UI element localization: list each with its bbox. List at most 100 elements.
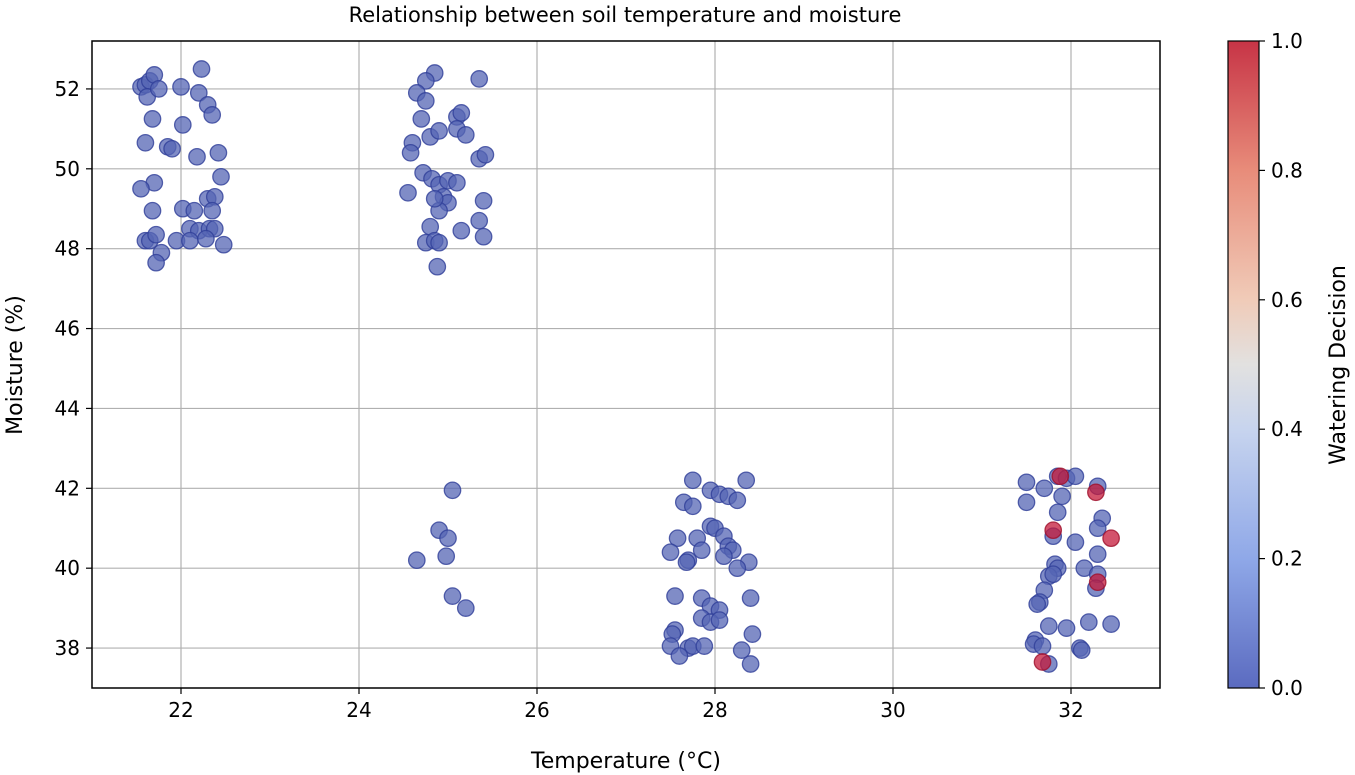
y-tick-label: 44 — [55, 396, 80, 420]
data-point — [189, 84, 208, 102]
data-point — [412, 110, 431, 128]
data-point — [143, 110, 162, 128]
data-point — [668, 529, 687, 548]
data-point — [430, 233, 448, 252]
data-point — [399, 183, 417, 202]
data-point — [452, 104, 471, 122]
x-tick-label: 30 — [880, 698, 905, 722]
data-point — [439, 529, 457, 548]
y-tick-label: 38 — [55, 636, 80, 660]
data-point — [1028, 595, 1047, 613]
data-point — [1017, 493, 1036, 512]
data-point-watered — [1044, 521, 1063, 540]
data-point — [1079, 613, 1098, 631]
y-axis: 38 40 42 44 46 48 50 52 — [55, 77, 92, 660]
data-point — [1033, 637, 1052, 655]
data-point — [147, 253, 165, 272]
data-point — [1072, 641, 1091, 659]
data-point — [149, 80, 168, 98]
data-point — [437, 547, 456, 566]
data-point — [456, 599, 475, 617]
data-point — [407, 551, 426, 570]
data-point — [741, 589, 760, 607]
data-point — [192, 60, 211, 78]
data-point — [1066, 533, 1085, 552]
x-tick-label: 32 — [1058, 698, 1083, 722]
data-point — [212, 167, 230, 186]
data-point — [416, 92, 435, 110]
y-tick-label: 42 — [55, 476, 80, 500]
data-point — [1048, 503, 1067, 522]
data-point — [452, 221, 471, 240]
data-point — [737, 471, 756, 490]
data-point — [1088, 545, 1107, 564]
data-point — [670, 647, 689, 665]
data-point — [1057, 619, 1076, 637]
data-point — [456, 126, 475, 144]
data-point — [443, 481, 462, 500]
data-point — [185, 201, 204, 220]
data-point — [1102, 615, 1120, 633]
data-point — [474, 191, 493, 210]
data-point — [728, 559, 747, 578]
x-axis: 22 24 26 28 30 32 — [168, 688, 1084, 722]
y-tick-label: 52 — [55, 77, 80, 101]
data-point — [470, 211, 489, 230]
data-point — [428, 257, 447, 276]
data-point — [401, 143, 420, 162]
data-point — [448, 173, 466, 192]
data-point — [1066, 467, 1085, 486]
data-point — [683, 497, 702, 516]
plot-frame — [91, 40, 1161, 689]
data-point-watered — [1051, 467, 1070, 486]
data-point — [1017, 473, 1036, 492]
colorbar-tick-label: 0.8 — [1271, 158, 1303, 182]
data-point-watered — [1033, 653, 1052, 671]
data-point — [197, 229, 215, 248]
colorbar-tick-label: 0.2 — [1271, 547, 1303, 571]
y-tick-label: 50 — [55, 157, 80, 181]
data-point — [695, 637, 714, 655]
data-point — [741, 655, 760, 673]
data-point — [214, 235, 233, 254]
data-point — [666, 587, 684, 605]
data-point — [1035, 479, 1054, 498]
data-point — [1088, 519, 1107, 538]
grid-layer — [92, 41, 1160, 688]
data-point — [163, 139, 181, 158]
data-point — [677, 553, 696, 572]
data-point — [132, 179, 150, 198]
colorbar-tick-label: 0.6 — [1271, 288, 1303, 312]
y-tick-label: 46 — [55, 317, 80, 341]
chart-title: Relationship between soil temperature an… — [349, 3, 902, 27]
data-point-watered — [1087, 483, 1105, 502]
colorbar: 0.0 0.2 0.4 0.6 0.8 1.0 Watering Decision — [1227, 29, 1351, 700]
data-point — [203, 201, 222, 220]
colorbar-gradient — [1227, 40, 1260, 689]
data-point — [710, 611, 729, 629]
colorbar-ticks: 0.0 0.2 0.4 0.6 0.8 1.0 — [1259, 29, 1303, 700]
data-point — [692, 541, 711, 560]
data-point — [470, 70, 489, 88]
data-point — [732, 641, 751, 659]
data-point — [1044, 565, 1063, 584]
data-point — [430, 122, 448, 140]
x-tick-label: 26 — [524, 698, 549, 722]
data-point — [728, 491, 747, 510]
data-point — [203, 106, 222, 124]
data-point — [172, 78, 190, 96]
data-point — [181, 231, 199, 250]
data-point — [416, 72, 435, 90]
x-axis-label: Temperature (°C) — [530, 749, 721, 774]
data-point — [743, 625, 762, 643]
data-point — [476, 145, 495, 164]
data-point — [474, 227, 493, 246]
colorbar-tick-label: 1.0 — [1271, 29, 1303, 53]
y-axis-label: Moisture (%) — [3, 295, 28, 435]
x-tick-label: 24 — [346, 698, 371, 722]
data-point — [209, 143, 228, 162]
colorbar-tick-label: 0.0 — [1271, 676, 1303, 700]
colorbar-label: Watering Decision — [1326, 265, 1351, 465]
